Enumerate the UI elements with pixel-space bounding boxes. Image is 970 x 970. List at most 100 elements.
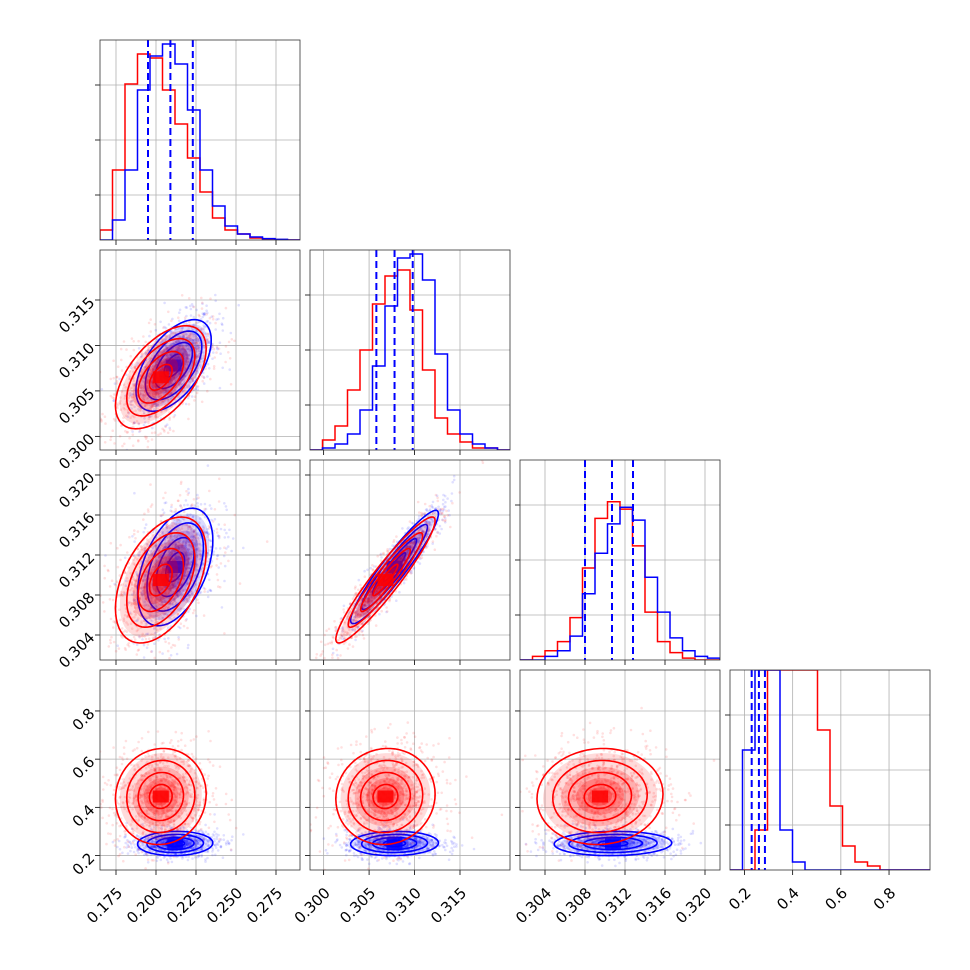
sample-point — [115, 375, 118, 379]
sample-point — [180, 506, 183, 510]
sample-point — [177, 518, 181, 522]
sample-point — [177, 638, 181, 641]
sample-point — [126, 408, 129, 411]
sample-point — [217, 585, 220, 588]
sample-point — [129, 612, 133, 616]
sample-point — [215, 345, 219, 349]
sample-point — [205, 560, 209, 563]
sample-point — [203, 325, 206, 329]
sample-point — [190, 552, 194, 556]
sample-point — [135, 571, 138, 574]
sample-point — [185, 574, 188, 577]
sample-point — [168, 616, 172, 620]
sample-point — [221, 316, 225, 320]
sample-point — [187, 417, 190, 421]
sample-point — [109, 541, 113, 545]
sample-point — [155, 620, 159, 624]
sample-point — [180, 534, 183, 537]
sample-point — [132, 382, 135, 386]
sample-point — [136, 573, 139, 577]
contour-blue — [146, 522, 205, 612]
sample-point — [161, 616, 164, 620]
sample-point — [157, 394, 160, 398]
sample-point — [189, 550, 192, 554]
sample-point — [209, 565, 212, 569]
sample-point — [201, 341, 205, 345]
sample-point — [227, 340, 231, 344]
sample-point — [207, 532, 211, 536]
sample-point — [192, 541, 195, 544]
sample-point — [176, 595, 180, 598]
sample-point — [196, 385, 199, 389]
sample-point — [95, 378, 98, 381]
sample-point — [154, 415, 157, 418]
sample-point — [164, 339, 167, 342]
sample-point — [203, 312, 206, 315]
sample-point — [173, 534, 176, 537]
sample-point — [191, 515, 195, 518]
sample-point — [203, 509, 206, 513]
sample-point — [128, 375, 132, 379]
sample-point — [169, 509, 172, 512]
sample-point — [189, 332, 192, 336]
sample-point — [174, 594, 178, 597]
sample-point — [134, 537, 137, 540]
sample-point — [171, 317, 174, 321]
sample-point — [150, 614, 154, 618]
sample-point — [196, 347, 199, 351]
sample-point — [150, 431, 154, 435]
sample-point — [146, 555, 150, 559]
sample-point — [181, 545, 184, 548]
sample-point — [151, 566, 155, 569]
sample-point — [395, 599, 398, 602]
sample-point — [125, 414, 128, 418]
sample-point — [121, 444, 124, 448]
y-tick-label: 0.308 — [55, 589, 98, 632]
sample-point — [135, 601, 138, 604]
sample-point — [139, 374, 142, 378]
sample-point — [185, 566, 188, 570]
sample-point — [195, 341, 198, 345]
sample-point — [195, 533, 199, 537]
sample-point — [123, 614, 127, 617]
sample-point — [174, 542, 177, 546]
sample-point — [211, 345, 214, 349]
sample-point — [175, 535, 178, 538]
sample-point — [217, 536, 221, 540]
sample-point — [195, 359, 199, 363]
sample-point — [130, 604, 133, 607]
sample-point — [157, 383, 161, 387]
sample-point — [160, 603, 163, 606]
sample-point — [187, 556, 191, 560]
sample-point — [149, 505, 153, 508]
sample-point — [177, 545, 181, 549]
sample-point — [183, 390, 187, 393]
sample-point — [163, 501, 167, 505]
sample-point — [161, 652, 164, 655]
sample-point — [205, 531, 209, 535]
sample-point — [132, 421, 136, 425]
sample-point — [225, 508, 228, 512]
sample-point — [187, 567, 190, 570]
sample-point — [155, 404, 159, 408]
sample-point — [362, 612, 366, 615]
sample-point — [169, 397, 173, 400]
sample-point — [202, 313, 206, 316]
sample-point — [214, 321, 217, 325]
sample-point — [184, 555, 188, 558]
sample-point — [112, 393, 116, 396]
sample-point — [175, 348, 179, 351]
sample-point — [153, 340, 157, 344]
sample-point — [150, 650, 154, 653]
sample-point — [150, 552, 154, 556]
sample-point — [189, 367, 192, 370]
sample-point — [412, 567, 415, 571]
sample-point — [178, 556, 181, 560]
sample-point — [125, 630, 129, 633]
sample-point — [186, 548, 190, 551]
sample-point — [131, 593, 134, 596]
sample-point — [147, 421, 150, 425]
sample-point — [206, 533, 210, 536]
sample-point — [107, 569, 110, 573]
sample-point — [143, 604, 146, 608]
